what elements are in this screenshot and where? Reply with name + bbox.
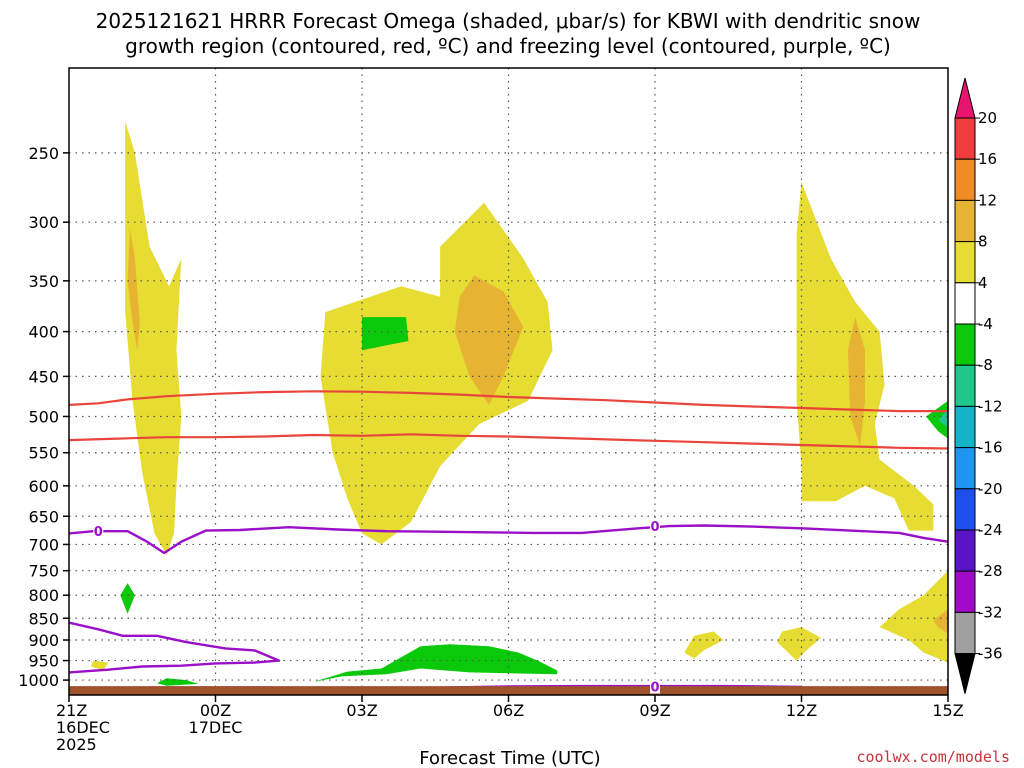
colorbar-box-4 [954,282,976,325]
x-tick-label-0-2: 2025 [56,735,97,754]
omega-region-updraft-d-core [933,609,948,634]
freezing-label-0: 0 [94,525,103,540]
x-axis-title: Forecast Time (UTC) [419,748,600,768]
y-tick-label-550: 550 [28,444,59,463]
omega-region-downdraft-c [120,583,135,614]
omega-region-downdraft-a [362,317,409,351]
y-tick-label-500: 500 [28,407,59,426]
freezing-line-fz-lower [69,621,281,674]
y-tick-label-400: 400 [28,323,59,342]
terrain-bar [69,686,948,695]
colorbar-label-7: -12 [978,397,1003,415]
y-tick-label-300: 300 [28,213,59,232]
y-tick-label-950: 950 [28,652,59,671]
freezing-label-1: 0 [650,520,659,535]
colorbar-label-12: -32 [978,603,1003,621]
freezing-label-bg-0 [93,524,104,539]
colorbar-box-8 [954,447,976,490]
colorbar-label-2: 12 [978,191,997,209]
colorbar-box-7 [954,405,976,449]
y-tick-label-250: 250 [28,144,59,163]
y-tick-label-750: 750 [28,562,59,581]
freezing-line-fz-upper [69,524,948,555]
freezing-label-bg-1 [650,519,660,534]
plot-content: 0 0 0 [69,68,948,695]
omega-region-updraft-c-core [847,317,865,446]
colorbar-label-10: -24 [978,521,1003,539]
dgz-line--18C [69,433,948,450]
colorbar-box-2 [954,199,976,243]
colorbar-box-11 [954,570,976,613]
omega-region-downdraft-d [156,678,199,686]
colorbar-label-13: -36 [978,645,1003,663]
colorbar-box-1 [954,158,976,201]
x-tick-label-3-1: 17DEC [189,718,243,737]
plot-area: 0 0 0 [68,67,949,696]
colorbar-box-0 [954,117,976,160]
colorbar-label-6: -8 [978,356,993,374]
omega-region-updraft-a-core [127,228,140,351]
colorbar-label-4: 4 [978,274,988,292]
colorbar-box-5 [954,323,976,366]
freezing-label-2: 0 [650,680,659,695]
y-axis: 250 300 350 400 450 500 550 600 650 700 750 800 850 9… [18,144,69,690]
omega-region-updraft-b-core [454,275,524,405]
x-tick-label-9-0: 06Z [493,701,524,720]
y-tick-label-900: 900 [28,631,59,650]
x-tick-label-0-1: 16DEC [56,718,110,737]
colorbar-label-1: 16 [978,150,997,168]
omega-region-updraft-f [777,627,821,661]
colorbar-box-12 [954,611,976,655]
y-tick-label-700: 700 [28,535,59,554]
y-tick-label-350: 350 [28,272,59,291]
dgz-line--12C [69,390,948,413]
omega-region-updraft-g [91,660,109,671]
colorbar-box-10 [954,529,976,572]
credit-text: coolwx.com/models [856,748,1010,766]
y-tick-label-450: 450 [28,367,59,386]
omega-region-downdraft-e-core [938,408,948,428]
omega-region-updraft-b [320,202,553,545]
colorbar-label-3: 8 [978,233,988,251]
omega-region-updraft-a [125,121,182,556]
colorbar-label-9: -20 [978,480,1003,498]
x-tick-label-3-0: 00Z [200,701,231,720]
x-tick-label-15-0: 12Z [786,701,817,720]
freezing-label-bg-2 [650,679,660,694]
y-tick-label-650: 650 [28,507,59,526]
chart-title-line1: 2025121621 HRRR Forecast Omega (shaded, … [96,9,921,33]
colorbar-label-5: -4 [978,315,993,333]
colorbar-top-arrow [954,77,976,119]
omega-region-downdraft-b [313,644,558,682]
colorbar-label-8: -16 [978,439,1003,457]
y-tick-label-1000: 1000 [18,671,59,690]
y-tick-label-600: 600 [28,477,59,496]
x-tick-label-0-0: 21Z [56,701,87,720]
x-tick-label-18-0: 15Z [932,701,963,720]
omega-region-updraft-e [684,631,724,659]
colorbar-box-6 [954,364,976,407]
colorbar-box-3 [954,241,976,284]
y-tick-label-800: 800 [28,586,59,605]
colorbar: 20 16 12 8 4 -4 -8 -12 -16 -20 -24 -28 -32 -36 [954,77,1003,694]
omega-region-updraft-d [879,570,948,663]
y-tick-label-850: 850 [28,609,59,628]
colorbar-label-11: -28 [978,562,1003,580]
colorbar-bottom-arrow [954,653,976,694]
chart-title-line2: growth region (contoured, red, ºC) and f… [125,34,891,58]
x-tick-label-12-0: 09Z [639,701,670,720]
x-tick-label-6-0: 03Z [346,701,377,720]
colorbar-label-0: 20 [978,109,997,127]
colorbar-box-9 [954,488,976,531]
